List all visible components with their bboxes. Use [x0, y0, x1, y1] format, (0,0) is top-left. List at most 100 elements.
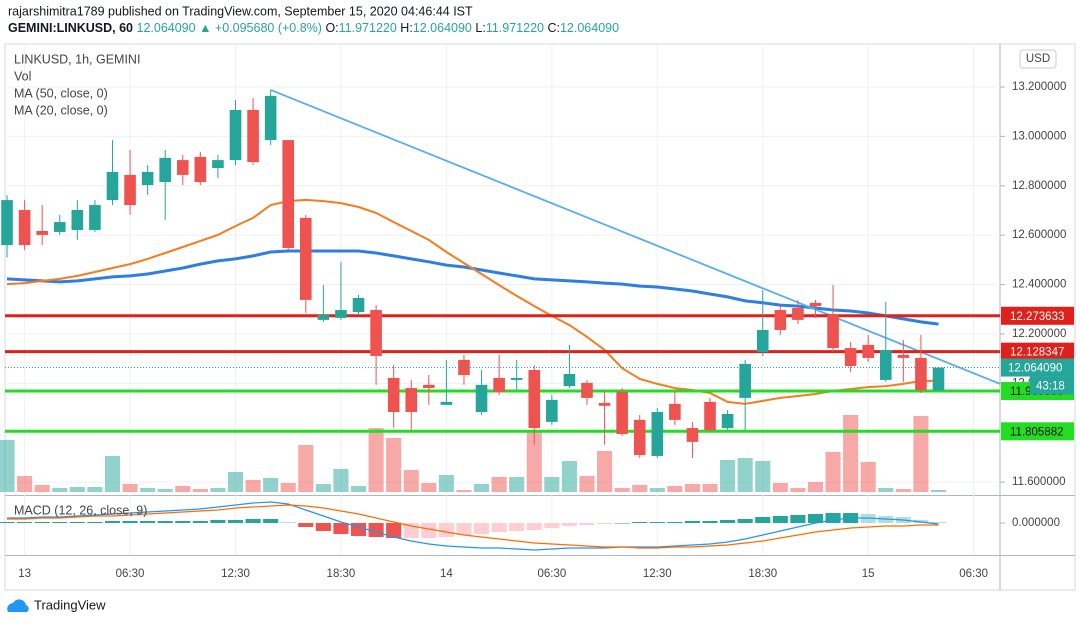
- macd-bar: [280, 522, 296, 523]
- macd-bar: [561, 523, 577, 526]
- candle-body: [124, 174, 136, 206]
- ma-line: [6, 198, 939, 405]
- macd-bar: [930, 522, 947, 523]
- volume-bar: [210, 488, 226, 492]
- macd-bar: [807, 514, 824, 523]
- volume-bar: [491, 477, 507, 492]
- volume-bar: [192, 489, 208, 492]
- candle-body: [528, 370, 541, 429]
- candle-body: [212, 160, 224, 168]
- axes: 11.60000012.00000012.20000012.40000012.6…: [18, 81, 1074, 580]
- candle-body: [598, 402, 611, 406]
- macd-bar: [702, 521, 718, 523]
- macd-bar: [175, 521, 191, 523]
- macd-bar: [34, 522, 50, 523]
- macd-bar: [632, 522, 648, 523]
- volume-bar: [386, 438, 402, 492]
- x-tick-label: 13: [18, 568, 31, 580]
- candle-body: [915, 357, 927, 391]
- macd-line: [7, 501, 939, 551]
- macd-bar: [544, 523, 560, 528]
- volume-bar: [720, 460, 736, 492]
- y-tick-label: 13.000000: [1012, 130, 1066, 142]
- candle-body: [686, 428, 699, 442]
- x-tick-label: 18:30: [748, 568, 777, 580]
- x-tick-label: 12:30: [221, 568, 250, 580]
- volume-bar: [350, 486, 367, 492]
- candle-body: [633, 419, 646, 455]
- candle-body: [546, 399, 558, 422]
- candle-body: [352, 297, 365, 312]
- macd-title: MACD (12, 26, close, 9): [14, 503, 147, 517]
- macd-bar: [333, 523, 349, 534]
- candle-body: [159, 157, 172, 183]
- volume-bar: [438, 475, 454, 492]
- volume-bar: [456, 490, 472, 492]
- macd-bar: [720, 520, 736, 523]
- candle-body: [282, 140, 295, 249]
- macd-bar: [157, 521, 173, 523]
- ohlc-label: O:: [325, 21, 338, 35]
- candle-body: [510, 377, 523, 380]
- volume-bar: [526, 430, 542, 492]
- candle-body: [300, 217, 312, 300]
- level-tag: [1001, 422, 1074, 441]
- y-tick-label: 12.200000: [1012, 328, 1066, 340]
- legend-volume: Vol: [14, 69, 31, 83]
- candle-body: [563, 373, 576, 387]
- volume-bar: [473, 484, 490, 492]
- candle-body: [616, 392, 628, 434]
- macd-bar: [104, 521, 121, 523]
- macd-bar: [122, 521, 138, 523]
- macd-bar: [772, 516, 788, 523]
- macd-bar: [597, 523, 613, 524]
- macd-bar: [69, 522, 85, 523]
- volume-bar: [263, 478, 279, 492]
- volume-bar: [790, 488, 806, 492]
- last-price-tag: [1001, 358, 1074, 377]
- volume-bar: [227, 472, 244, 492]
- currency: USD: [1026, 53, 1050, 65]
- candle-body: [669, 403, 681, 420]
- trendline: [270, 89, 1000, 385]
- candle-body: [862, 344, 874, 358]
- macd-bar: [227, 520, 244, 523]
- volume-bar: [544, 477, 560, 492]
- level-tag: [1001, 342, 1074, 361]
- volume-bar: [930, 490, 947, 492]
- ohlc-label: H:: [400, 21, 413, 35]
- candle-body: [897, 354, 910, 358]
- macd-bar: [17, 522, 33, 523]
- volume-bar: [860, 462, 876, 492]
- macd-bar: [790, 515, 806, 523]
- macd-bar: [491, 523, 507, 532]
- candle-body: [704, 401, 716, 431]
- macd-bar: [755, 517, 771, 523]
- candle-body: [106, 171, 119, 201]
- volume-bar: [755, 461, 771, 492]
- candle-body: [405, 388, 418, 413]
- ohlc-value: 12.064090: [560, 21, 619, 35]
- macd-bar: [825, 513, 841, 523]
- macd-bar: [140, 521, 156, 523]
- candle-body: [18, 209, 31, 246]
- macd-bar: [315, 523, 331, 531]
- ohlc-label: L:: [475, 21, 485, 35]
- x-tick-label: 06:30: [116, 568, 145, 580]
- candle-body: [264, 95, 277, 141]
- candle-body: [458, 359, 470, 375]
- candle-body: [194, 156, 207, 183]
- candle-body: [774, 310, 787, 331]
- volume-bar: [913, 416, 929, 492]
- volume-bar: [87, 487, 103, 492]
- macd-bar: [456, 523, 472, 535]
- level-tag: [1001, 306, 1074, 325]
- currency-box[interactable]: [1019, 49, 1057, 69]
- candle-body: [370, 310, 382, 356]
- publisher: rajarshimitra1789 published on TradingVi…: [8, 4, 473, 18]
- volume-bar: [104, 456, 121, 492]
- chart-title: LINKUSD, 1h, GEMINI: [14, 52, 140, 66]
- volume: [0, 415, 947, 492]
- change: ▲ +0.095680 (+0.8%): [199, 21, 322, 35]
